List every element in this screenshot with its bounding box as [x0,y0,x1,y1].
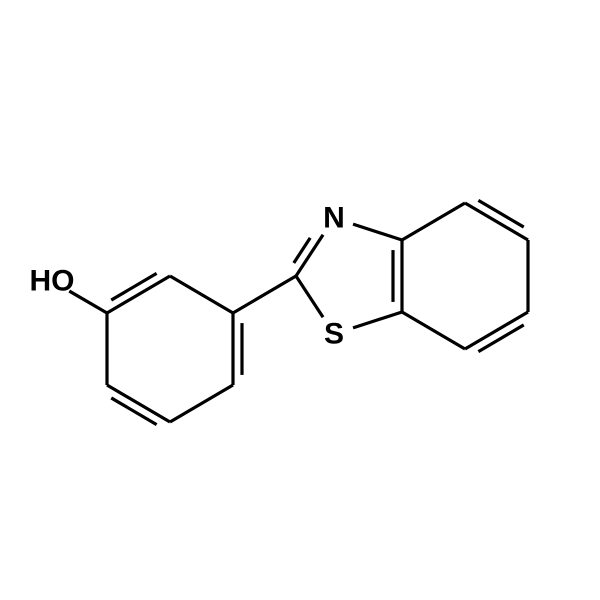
bond-line [402,203,465,240]
bond-line [233,276,296,313]
bond-line [296,276,323,317]
bond-line [170,385,233,422]
atom-label-ho: HO [30,265,75,298]
bond-line [465,312,528,349]
bond-line [353,224,402,240]
bond-line [107,385,170,422]
bond-line [465,203,528,240]
molecule-diagram: HO N S [0,0,600,600]
bond-line [353,312,402,328]
bond-line [170,276,233,313]
atom-label-n: N [323,202,345,235]
atom-label-s: S [324,318,344,351]
bond-line [402,312,465,349]
bond-line [69,291,107,313]
bond-line [107,276,170,313]
